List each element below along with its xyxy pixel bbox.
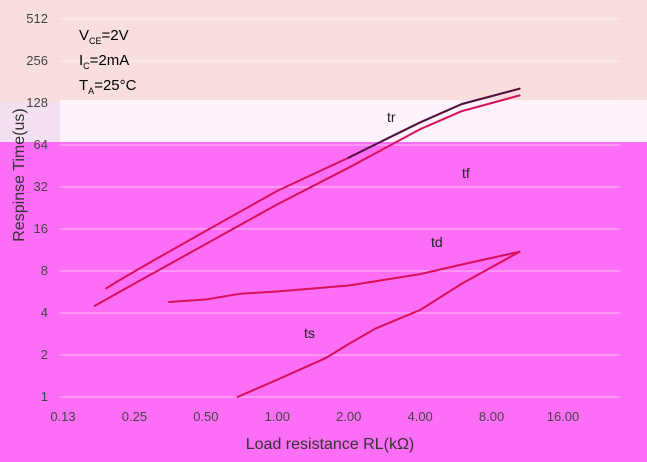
x-tick-8.00: 8.00 — [479, 409, 504, 424]
plot-background-upper — [0, 0, 647, 102]
plot-highlight-band — [60, 100, 647, 142]
y-tick-1: 1 — [41, 389, 48, 404]
y-tick-16: 16 — [34, 221, 48, 236]
y-tick-256: 256 — [26, 53, 48, 68]
x-tick-0.25: 0.25 — [122, 409, 147, 424]
x-tick-labels: 0.13 0.25 0.50 1.00 2.00 4.00 8.00 16.00 — [50, 409, 579, 424]
series-label-ts: ts — [304, 325, 315, 341]
plot-background-lower — [0, 142, 647, 462]
y-tick-64: 64 — [34, 137, 48, 152]
y-tick-32: 32 — [34, 179, 48, 194]
series-line-td — [168, 250, 521, 303]
x-axis-title: Load resistance RL(kΩ) — [246, 436, 414, 453]
gridlines — [60, 18, 620, 398]
y-axis-title: Respinse Time(us) — [11, 108, 28, 241]
y-tick-512: 512 — [26, 11, 48, 26]
series-line-tr-upper — [347, 87, 521, 159]
series-line-ts — [236, 250, 521, 398]
series-label-tf: tf — [462, 165, 470, 181]
x-tick-2.00: 2.00 — [336, 409, 361, 424]
y-tick-labels: 1 2 4 8 16 32 64 128 256 512 — [26, 11, 48, 404]
condition-vce: VCE=2V — [79, 27, 129, 46]
series-lines — [93, 87, 521, 398]
y-tick-8: 8 — [41, 263, 48, 278]
condition-ta: TA=25°C — [79, 77, 137, 96]
y-tick-2: 2 — [41, 347, 48, 362]
x-tick-1.00: 1.00 — [265, 409, 290, 424]
y-tick-128: 128 — [26, 95, 48, 110]
x-tick-0.13: 0.13 — [50, 409, 75, 424]
series-label-td: td — [431, 234, 443, 250]
series-label-tr: tr — [387, 109, 396, 125]
x-tick-4.00: 4.00 — [407, 409, 432, 424]
x-tick-0.50: 0.50 — [193, 409, 218, 424]
x-tick-16.00: 16.00 — [547, 409, 580, 424]
series-line-tf — [93, 94, 521, 307]
y-tick-4: 4 — [41, 305, 48, 320]
condition-ic: IC=2mA — [79, 52, 129, 71]
